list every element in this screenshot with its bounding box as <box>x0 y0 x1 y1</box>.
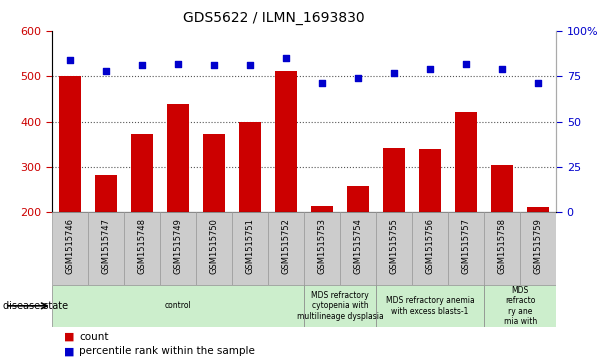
Bar <box>268 212 304 285</box>
Bar <box>304 285 376 327</box>
Text: GSM1515748: GSM1515748 <box>137 218 147 274</box>
Text: MDS
refracto
ry ane
mia with: MDS refracto ry ane mia with <box>503 286 537 326</box>
Point <box>65 57 75 63</box>
Bar <box>196 212 232 285</box>
Text: count: count <box>79 331 109 342</box>
Bar <box>95 175 117 212</box>
Text: GSM1515756: GSM1515756 <box>426 218 435 274</box>
Bar <box>412 212 448 285</box>
Point <box>389 70 399 76</box>
Bar <box>383 148 405 212</box>
Text: GSM1515759: GSM1515759 <box>534 218 543 274</box>
Bar <box>484 212 520 285</box>
Point <box>245 62 255 68</box>
Point <box>209 62 219 68</box>
Bar <box>347 186 369 212</box>
Point <box>281 55 291 61</box>
Bar <box>455 111 477 212</box>
Bar <box>491 165 513 212</box>
Text: GSM1515753: GSM1515753 <box>317 218 326 274</box>
Point <box>533 81 543 86</box>
Bar <box>124 212 160 285</box>
Bar <box>88 212 124 285</box>
Point <box>426 66 435 72</box>
Text: GSM1515751: GSM1515751 <box>246 218 254 274</box>
Bar <box>52 212 88 285</box>
Text: ■: ■ <box>64 346 78 356</box>
Bar <box>376 212 412 285</box>
Bar <box>131 134 153 212</box>
Bar <box>275 71 297 212</box>
Text: GSM1515754: GSM1515754 <box>354 218 362 274</box>
Text: control: control <box>165 301 191 310</box>
Bar <box>52 285 304 327</box>
Point <box>173 61 183 66</box>
Bar <box>448 212 484 285</box>
Text: MDS refractory anemia
with excess blasts-1: MDS refractory anemia with excess blasts… <box>386 296 474 315</box>
Point <box>461 61 471 66</box>
Bar <box>167 104 188 212</box>
Bar <box>311 207 333 212</box>
Point <box>317 81 327 86</box>
Bar <box>239 122 261 212</box>
Bar <box>59 76 80 212</box>
Point <box>497 66 507 72</box>
Text: MDS refractory
cytopenia with
multilineage dysplasia: MDS refractory cytopenia with multilinea… <box>297 291 384 321</box>
Text: GSM1515749: GSM1515749 <box>173 218 182 274</box>
Text: percentile rank within the sample: percentile rank within the sample <box>79 346 255 356</box>
Bar <box>232 212 268 285</box>
Bar <box>528 207 549 212</box>
Bar <box>420 149 441 212</box>
Text: GSM1515758: GSM1515758 <box>498 218 506 274</box>
Text: disease state: disease state <box>3 301 68 311</box>
Point <box>137 62 147 68</box>
Bar <box>484 285 556 327</box>
Text: GSM1515747: GSM1515747 <box>102 218 110 274</box>
Bar <box>340 212 376 285</box>
Bar <box>203 134 225 212</box>
Text: ■: ■ <box>64 331 78 342</box>
Bar <box>520 212 556 285</box>
Text: GSM1515746: GSM1515746 <box>65 218 74 274</box>
Text: GSM1515750: GSM1515750 <box>209 218 218 274</box>
Bar <box>304 212 340 285</box>
Text: GDS5622 / ILMN_1693830: GDS5622 / ILMN_1693830 <box>183 11 364 25</box>
Bar <box>376 285 484 327</box>
Bar <box>160 212 196 285</box>
Text: GSM1515757: GSM1515757 <box>461 218 471 274</box>
Point <box>353 75 363 81</box>
Text: GSM1515755: GSM1515755 <box>390 218 399 274</box>
Point <box>101 68 111 74</box>
Text: GSM1515752: GSM1515752 <box>282 218 291 274</box>
